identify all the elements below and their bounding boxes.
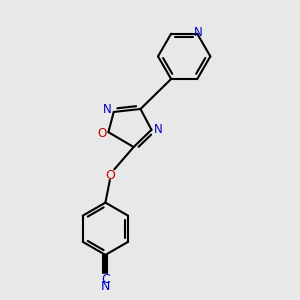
Text: O: O (105, 169, 115, 182)
Text: N: N (154, 123, 162, 136)
Text: N: N (103, 103, 112, 116)
Text: N: N (194, 26, 203, 39)
Text: C: C (101, 273, 110, 286)
Text: N: N (101, 280, 110, 293)
Text: O: O (97, 127, 106, 140)
